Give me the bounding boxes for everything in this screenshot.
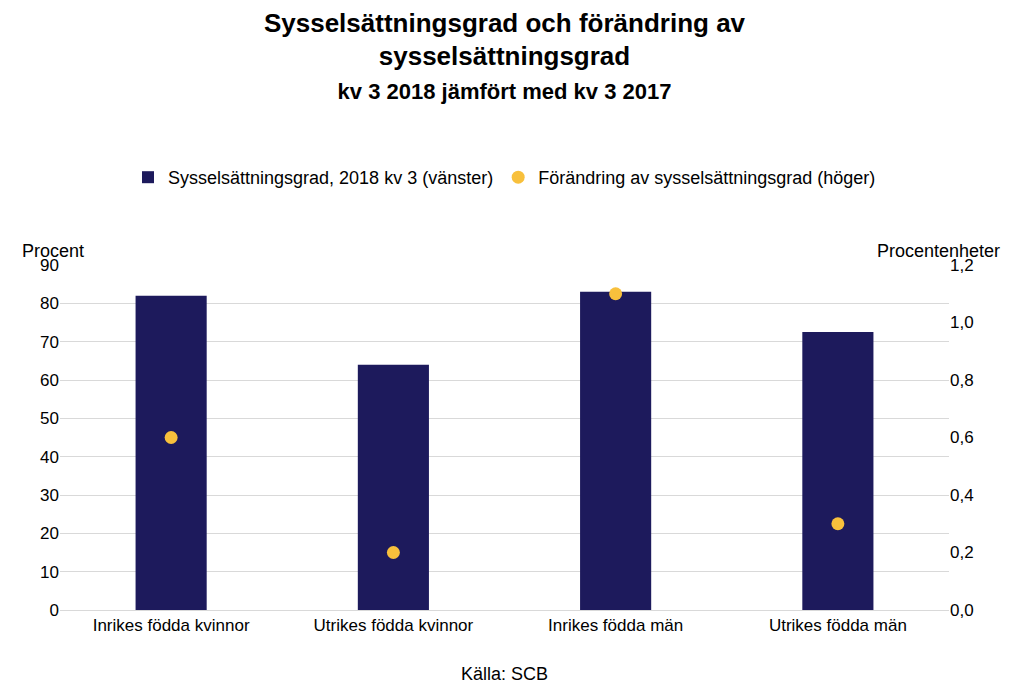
- svg-text:20: 20: [40, 524, 59, 543]
- svg-text:1,2: 1,2: [950, 256, 974, 275]
- svg-text:40: 40: [40, 448, 59, 467]
- svg-text:0,8: 0,8: [950, 371, 974, 390]
- svg-text:0,6: 0,6: [950, 428, 974, 447]
- svg-text:80: 80: [40, 294, 59, 313]
- svg-text:Utrikes födda män: Utrikes födda män: [769, 616, 907, 635]
- svg-text:70: 70: [40, 333, 59, 352]
- svg-text:90: 90: [40, 256, 59, 275]
- svg-text:30: 30: [40, 486, 59, 505]
- svg-text:Förändring av sysselsättningsg: Förändring av sysselsättningsgrad (höger…: [538, 168, 875, 188]
- svg-text:Inrikes födda män: Inrikes födda män: [548, 616, 683, 635]
- svg-text:Procent: Procent: [22, 241, 84, 261]
- svg-text:Sysselsättningsgrad och föränd: Sysselsättningsgrad och förändring avsys…: [264, 8, 746, 105]
- svg-text:Utrikes födda kvinnor: Utrikes födda kvinnor: [314, 616, 474, 635]
- svg-text:0: 0: [50, 601, 59, 620]
- svg-text:60: 60: [40, 371, 59, 390]
- svg-text:0,2: 0,2: [950, 543, 974, 562]
- svg-text:50: 50: [40, 409, 59, 428]
- svg-text:10: 10: [40, 563, 59, 582]
- svg-text:0,4: 0,4: [950, 486, 974, 505]
- svg-text:Källa: SCB: Källa: SCB: [461, 664, 548, 684]
- svg-text:0,0: 0,0: [950, 601, 974, 620]
- svg-text:Inrikes födda kvinnor: Inrikes födda kvinnor: [93, 616, 250, 635]
- svg-text:Sysselsättningsgrad, 2018 kv 3: Sysselsättningsgrad, 2018 kv 3 (vänster): [168, 168, 493, 188]
- svg-text:Procentenheter: Procentenheter: [877, 241, 1000, 261]
- svg-text:1,0: 1,0: [950, 313, 974, 332]
